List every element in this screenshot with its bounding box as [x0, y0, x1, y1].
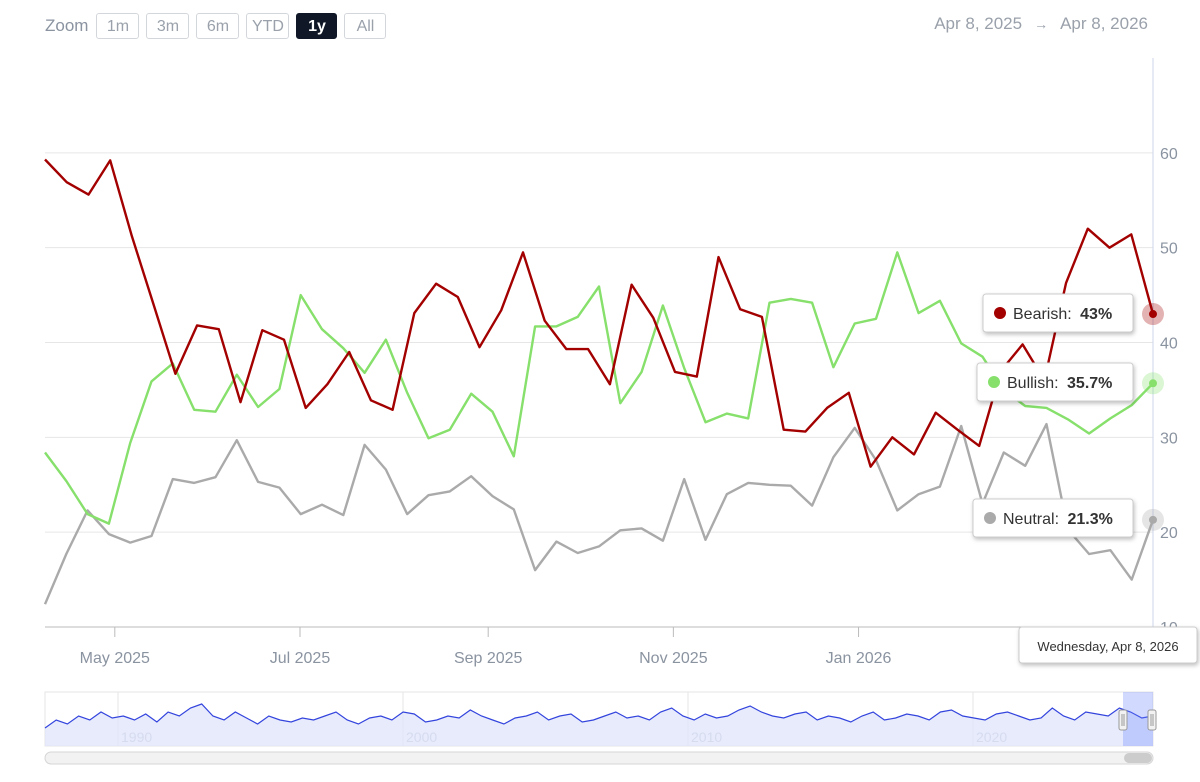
x-tick-label: Nov 2025	[639, 650, 708, 667]
svg-text:Bearish: 43%: Bearish: 43%	[1013, 306, 1112, 323]
y-tick-label: 20	[1160, 525, 1178, 542]
svg-text:Bullish: 35.7%: Bullish: 35.7%	[1007, 375, 1112, 392]
hover-point-bullish	[1149, 379, 1157, 388]
navigator-line	[44, 703, 1154, 729]
scrollbar-track[interactable]	[44, 751, 1154, 765]
tooltip-neutral-value: 21.3%	[1067, 511, 1112, 528]
series-line-bearish	[44, 158, 1155, 468]
y-tick-label: 30	[1160, 430, 1178, 447]
svg-text:Neutral: 21.3%: Neutral: 21.3%	[1003, 511, 1113, 528]
range-from[interactable]: Apr 8, 2025	[934, 14, 1023, 33]
tooltip-bearish-value: 43%	[1080, 306, 1112, 323]
series-line-bullish	[44, 251, 1154, 525]
x-tick-label: Jan 2026	[826, 650, 892, 667]
tooltip-date: Wednesday, Apr 8, 2026	[1018, 626, 1198, 664]
zoom-label: Zoom	[45, 16, 89, 35]
hover-point-neutral	[1149, 515, 1157, 524]
tooltip-bearish: Bearish: 43%	[982, 293, 1134, 333]
tooltip-neutral: Neutral: 21.3%	[972, 498, 1134, 538]
y-tick-label: 60	[1160, 146, 1178, 163]
x-tick-label: Jul 2025	[270, 650, 331, 667]
navigator[interactable]: 1990200020102020	[44, 691, 1157, 765]
tooltip-date-text: Wednesday, Apr 8, 2026	[1037, 639, 1178, 654]
y-tick-label: 50	[1160, 241, 1178, 258]
zoom-ytd-button[interactable]: YTD	[246, 13, 290, 39]
x-axis: May 2025 Jul 2025 Sep 2025 Nov 2025 Jan 2026…	[45, 58, 1154, 667]
zoom-3m-button[interactable]: 3m	[146, 13, 190, 39]
tooltips: Bearish: 43% Bullish: 35.7% Neutral: 21.…	[972, 293, 1198, 664]
grid	[45, 152, 1153, 533]
x-tick-label: May 2025	[80, 650, 150, 667]
tooltip-bullish-label: Bullish:	[1007, 375, 1059, 392]
tooltip-bearish-label: Bearish:	[1013, 306, 1072, 323]
date-range: Apr 8, 2025 → Apr 8, 2026	[934, 14, 1148, 34]
scrollbar-thumb[interactable]	[1124, 753, 1152, 763]
x-tick-label: Sep 2025	[454, 650, 523, 667]
hover-point-bearish	[1149, 310, 1157, 319]
range-to[interactable]: Apr 8, 2026	[1060, 14, 1148, 33]
tooltip-bearish-dot	[994, 307, 1006, 319]
series-lines	[43, 158, 1155, 605]
y-axis-labels: 102030405060	[1160, 146, 1178, 637]
tooltip-bullish-dot	[988, 376, 1000, 388]
hover-markers	[1142, 303, 1164, 531]
series-line-neutral	[43, 422, 1155, 605]
tooltip-neutral-dot	[984, 512, 996, 524]
tooltip-neutral-label: Neutral:	[1003, 511, 1059, 528]
navigator-left-handle[interactable]	[1118, 709, 1128, 731]
zoom-all-button[interactable]: All	[344, 13, 387, 39]
y-tick-label: 40	[1160, 336, 1178, 353]
zoom-1m-button[interactable]: 1m	[96, 13, 140, 39]
tooltip-bullish: Bullish: 35.7%	[976, 362, 1134, 402]
tooltip-bullish-value: 35.7%	[1067, 375, 1112, 392]
zoom-6m-button[interactable]: 6m	[196, 13, 240, 39]
range-arrow-icon: →	[1034, 16, 1049, 32]
zoom-bar: Zoom 1m 3m 6m YTD 1y All	[45, 12, 393, 40]
navigator-right-handle[interactable]	[1147, 709, 1157, 731]
zoom-1y-button[interactable]: 1y	[296, 13, 338, 39]
